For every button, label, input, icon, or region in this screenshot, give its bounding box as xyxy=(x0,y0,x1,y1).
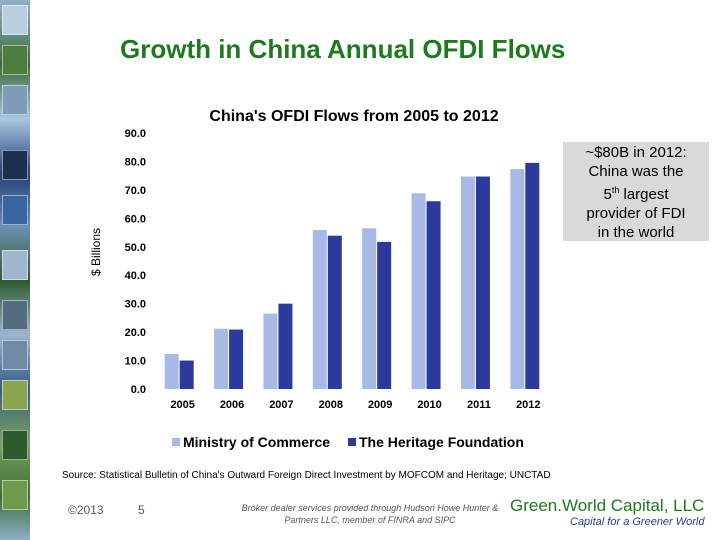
page-number: 5 xyxy=(138,503,145,517)
callout-ordinal: 5 xyxy=(603,186,612,203)
x-tick-label: 2008 xyxy=(319,399,343,411)
bar xyxy=(377,241,392,389)
sidebar-image xyxy=(2,380,28,410)
y-tick-label: 20.0 xyxy=(125,327,146,339)
y-tick-label: 0.0 xyxy=(131,384,146,396)
legend-swatch xyxy=(348,438,356,446)
bar xyxy=(426,201,441,389)
y-tick-label: 80.0 xyxy=(125,156,146,168)
legend-label: The Heritage Foundation xyxy=(359,434,524,450)
brand-tagline: Capital for a Greener World xyxy=(570,516,705,528)
callout-line: in the world xyxy=(597,224,675,241)
sidebar-image xyxy=(2,480,28,510)
sidebar-image xyxy=(2,45,28,75)
source-note: Source: Statistical Bulletin of China's … xyxy=(62,470,551,481)
x-tick-label: 2010 xyxy=(417,399,441,411)
bar-series xyxy=(164,162,540,389)
bar xyxy=(179,360,194,389)
bar xyxy=(263,313,278,389)
callout-box: ~$80B in 2012: China was the 5th largest… xyxy=(563,142,709,241)
callout-ordinal-suffix: th xyxy=(611,185,620,195)
y-tick-label: 30.0 xyxy=(125,299,146,311)
y-tick-label: 10.0 xyxy=(125,356,146,368)
disclaimer: Broker dealer services provided through … xyxy=(241,503,499,525)
callout-line: provider of FDI xyxy=(586,205,686,222)
bar xyxy=(475,176,490,389)
x-tick-label: 2011 xyxy=(467,399,491,411)
legend-swatch xyxy=(172,438,180,446)
y-tick-label: 40.0 xyxy=(125,270,146,282)
bar xyxy=(362,228,377,389)
x-tick-label: 2012 xyxy=(516,399,540,411)
brand-name: Green.World Capital, LLC xyxy=(510,496,705,515)
y-tick-label: 60.0 xyxy=(125,213,146,225)
y-tick-label: 90.0 xyxy=(125,128,146,140)
x-axis-ticks: 2005 2006 2007 2008 2009 2010 2011 2012 xyxy=(170,399,540,411)
y-tick-label: 70.0 xyxy=(125,185,146,197)
y-axis-label: $ Billions xyxy=(89,228,103,276)
x-tick-label: 2009 xyxy=(368,399,392,411)
sidebar-image xyxy=(2,85,28,115)
copyright: ©2013 xyxy=(68,503,104,517)
callout-line: ~$80B in 2012: xyxy=(585,144,687,161)
y-axis-ticks: 0.0 10.0 20.0 30.0 40.0 50.0 60.0 70.0 80.0 90.0 xyxy=(125,128,146,396)
bar xyxy=(214,328,229,389)
bar xyxy=(327,235,342,389)
callout-text: largest xyxy=(619,186,669,203)
chart-title: China's OFDI Flows from 2005 to 2012 xyxy=(209,108,498,125)
slide-title: Growth in China Annual OFDI Flows xyxy=(120,34,566,64)
bar-chart: China's OFDI Flows from 2005 to 2012 $ B… xyxy=(89,108,541,450)
bar xyxy=(312,229,327,389)
bar xyxy=(229,329,244,389)
callout-line: 5th largest xyxy=(563,181,709,204)
bar xyxy=(510,169,525,389)
sidebar-image xyxy=(2,250,28,280)
legend-label: Ministry of Commerce xyxy=(183,434,330,450)
y-tick-label: 50.0 xyxy=(125,242,146,254)
bar xyxy=(460,176,475,389)
chart-legend: Ministry of Commerce The Heritage Foundat… xyxy=(172,434,524,450)
x-tick-label: 2005 xyxy=(170,399,194,411)
x-tick-label: 2006 xyxy=(220,399,244,411)
x-tick-label: 2007 xyxy=(269,399,293,411)
sidebar-image xyxy=(2,195,28,225)
bar xyxy=(164,354,179,389)
bar xyxy=(278,303,293,389)
bar xyxy=(411,193,426,389)
sidebar-image xyxy=(2,300,28,330)
sidebar-image xyxy=(2,5,28,35)
sidebar-image xyxy=(2,150,28,180)
callout-line: China was the xyxy=(588,163,684,180)
decorative-sidebar xyxy=(0,0,30,540)
sidebar-image xyxy=(2,430,28,460)
bar xyxy=(525,162,540,389)
sidebar-image xyxy=(2,340,28,370)
